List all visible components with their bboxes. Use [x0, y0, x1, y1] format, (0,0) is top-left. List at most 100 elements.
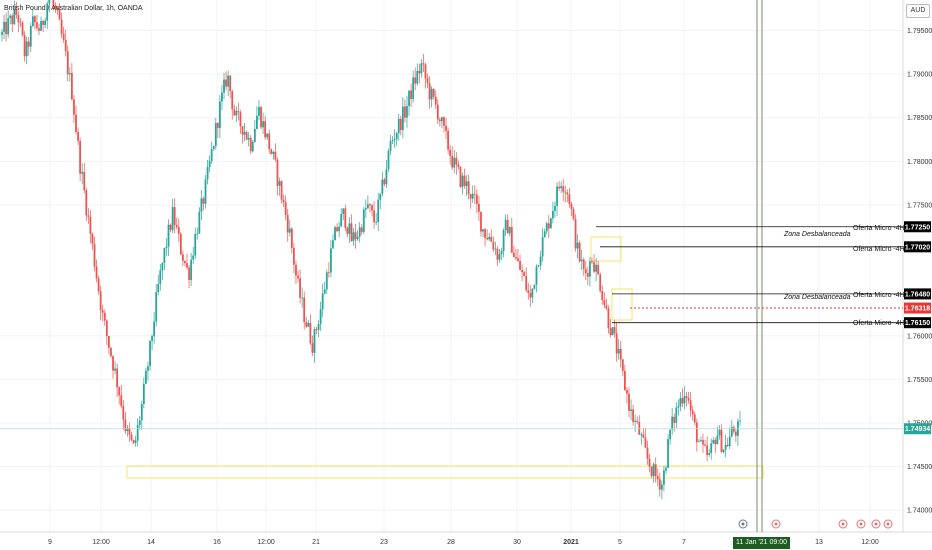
economic-event-icon	[886, 522, 890, 526]
candle-body	[7, 18, 10, 35]
candle-body	[352, 232, 355, 242]
zona-label-2[interactable]: Zona Desbalanceada	[784, 294, 851, 301]
economic-event-icon	[841, 522, 845, 526]
candle-body	[547, 223, 550, 229]
price-axis-panel	[903, 0, 932, 550]
candle-body	[17, 14, 20, 23]
candle-body	[669, 429, 672, 440]
candle-body	[36, 22, 38, 29]
candle-body	[665, 467, 667, 471]
oferta-label-2[interactable]: Oferta Micro -4H	[853, 246, 905, 253]
candle-body	[327, 272, 330, 274]
candle-body	[712, 440, 715, 444]
candle-body	[459, 166, 462, 187]
price-tick-label: 1.78000	[907, 159, 932, 166]
candle-body	[591, 261, 593, 263]
candle-body	[379, 193, 382, 200]
candle-body	[599, 274, 602, 292]
price-tick-label: 1.79500	[907, 28, 932, 35]
candle-body	[202, 198, 205, 204]
currency-button[interactable]: AUD	[906, 4, 930, 18]
price-tick-label: 1.79000	[907, 72, 932, 79]
candle-body	[623, 370, 626, 391]
oferta-label-3[interactable]: Oferta Micro -4H	[853, 292, 905, 299]
price-badge-label: 1.74934	[905, 426, 930, 433]
candle-body	[313, 329, 316, 353]
candle-body	[521, 269, 523, 273]
candle-body	[344, 208, 347, 228]
candle-body	[330, 248, 332, 273]
candle-body	[118, 387, 121, 396]
candle-body	[194, 233, 197, 256]
candle-body	[288, 228, 291, 233]
candle-body	[648, 458, 651, 467]
candle-body	[496, 248, 499, 260]
candle-body	[642, 434, 645, 438]
price-badge-label: 1.76150	[905, 320, 930, 327]
economic-event-icon	[741, 522, 745, 526]
candle-body	[395, 133, 398, 140]
candle-body	[212, 146, 215, 150]
candle-body	[282, 199, 285, 203]
candle-body	[685, 396, 688, 398]
candle-body	[589, 261, 591, 277]
oferta-label-1[interactable]: Oferta Micro -4H	[853, 225, 905, 232]
candle-body	[136, 425, 139, 441]
candle-body	[319, 309, 322, 324]
candle-body	[373, 210, 375, 223]
candle-body	[531, 288, 534, 298]
candle-body	[107, 336, 110, 348]
candle-body	[475, 194, 478, 204]
candle-body	[196, 233, 199, 235]
candle-body	[19, 22, 22, 24]
time-tick-label: 12:00	[861, 539, 879, 546]
candle-body	[247, 137, 250, 140]
zona-label-1[interactable]: Zona Desbalanceada	[784, 231, 851, 238]
candle-body	[512, 252, 515, 257]
candle-body	[619, 348, 622, 360]
candle-body	[286, 214, 289, 233]
candle-body	[609, 328, 612, 336]
candle-body	[471, 193, 474, 199]
candle-body	[399, 118, 402, 130]
candle-body	[508, 227, 511, 234]
candle-body	[274, 151, 277, 160]
candle-body	[410, 90, 412, 99]
candle-body	[81, 171, 84, 174]
candle-body	[482, 229, 484, 232]
candle-body	[387, 150, 390, 170]
candle-body	[112, 356, 114, 371]
candle-body	[237, 111, 240, 113]
candle-body	[523, 272, 526, 276]
candle-body	[457, 164, 460, 167]
candle-body	[60, 19, 63, 34]
candle-body	[23, 35, 26, 57]
candle-body	[348, 223, 351, 234]
candle-body	[443, 117, 445, 126]
oferta-label-4[interactable]: Oferta Micro -4H	[853, 320, 905, 327]
candle-body	[165, 246, 168, 248]
candle-body	[268, 133, 271, 150]
candle-body	[560, 186, 563, 189]
candle-body	[93, 243, 96, 267]
time-tick-label: 12:00	[257, 539, 275, 546]
candle-body	[66, 51, 69, 75]
candle-body	[153, 321, 156, 337]
candle-body	[356, 236, 359, 240]
candle-body	[134, 440, 137, 443]
candle-body	[700, 440, 702, 442]
candle-body	[307, 323, 310, 327]
candle-body	[124, 419, 127, 432]
candle-body	[389, 141, 392, 151]
candle-body	[48, 0, 51, 4]
price-tick-label: 1.76000	[907, 333, 932, 340]
candle-body	[582, 259, 585, 270]
candle-body	[266, 133, 269, 138]
candle-body	[321, 293, 324, 310]
candle-body	[70, 72, 73, 100]
candle-body	[506, 219, 509, 234]
candle-body	[130, 434, 133, 440]
price-tick-label: 1.74000	[907, 508, 932, 515]
candle-body	[229, 75, 232, 92]
